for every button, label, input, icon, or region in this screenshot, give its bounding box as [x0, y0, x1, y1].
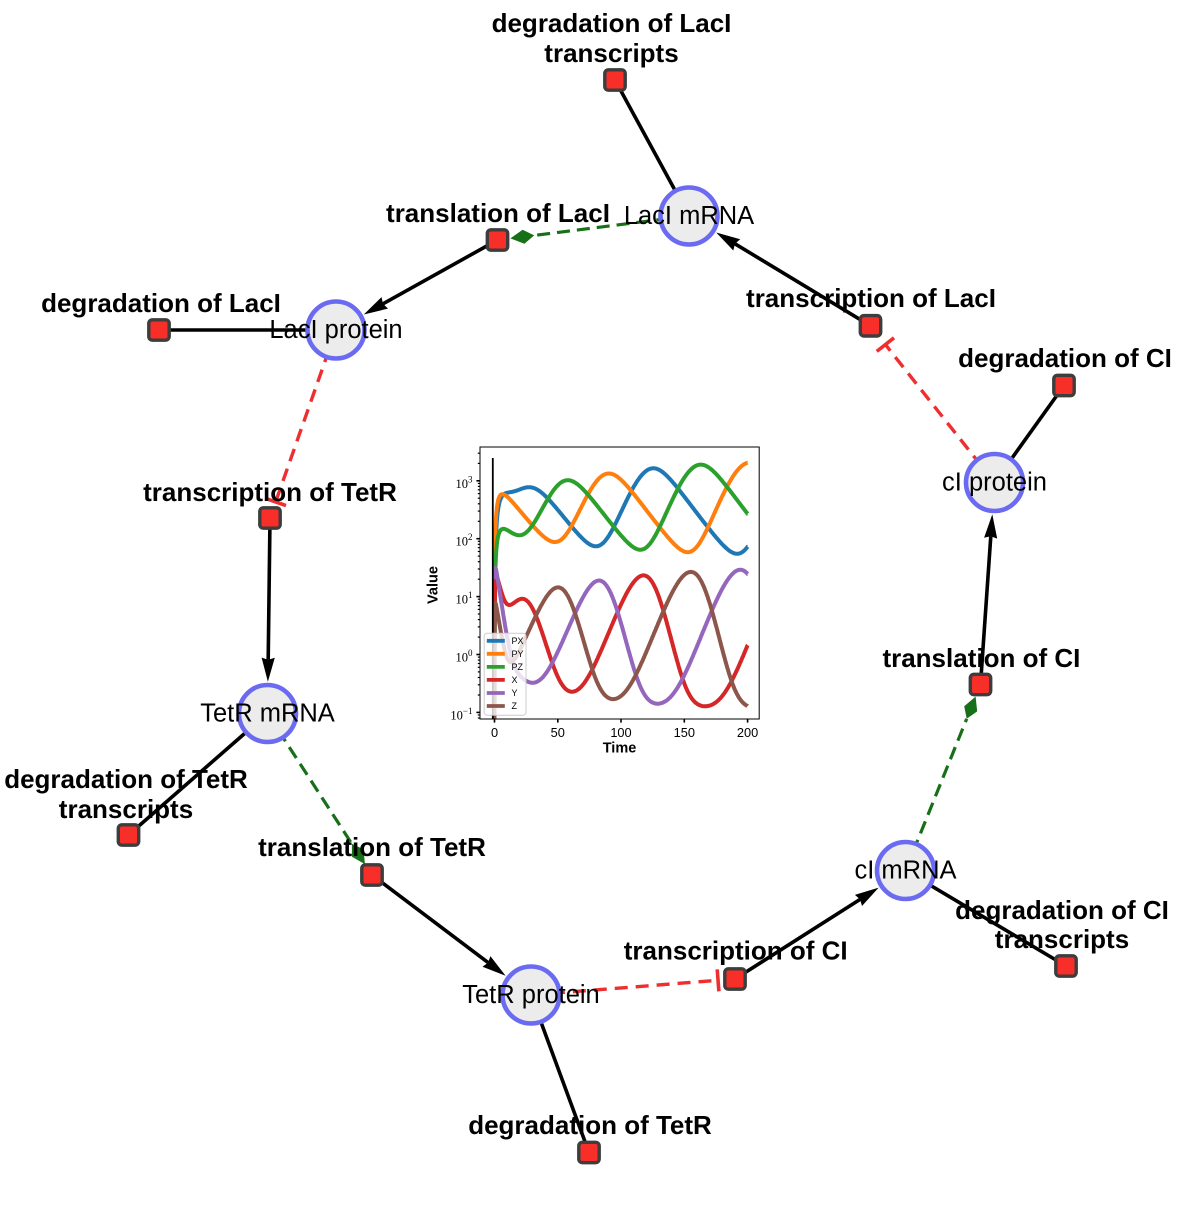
svg-text:transcription of TetR: transcription of TetR — [143, 477, 397, 507]
svg-text:degradation of LacI: degradation of LacI — [41, 288, 281, 318]
svg-text:100: 100 — [610, 725, 631, 740]
svg-text:degradation of TetR: degradation of TetR — [468, 1110, 712, 1140]
svg-text:degradation of CI: degradation of CI — [958, 343, 1172, 373]
svg-text:degradation of LacI: degradation of LacI — [492, 8, 732, 38]
svg-text:102: 102 — [456, 532, 473, 549]
svg-text:TetR mRNA: TetR mRNA — [200, 700, 335, 728]
svg-text:101: 101 — [456, 590, 473, 607]
svg-text:103: 103 — [456, 474, 474, 491]
svg-text:degradation of TetR: degradation of TetR — [4, 764, 248, 794]
svg-text:translation of TetR: translation of TetR — [258, 832, 486, 862]
svg-text:transcripts: transcripts — [995, 924, 1129, 954]
svg-text:cI protein: cI protein — [942, 469, 1047, 497]
svg-text:transcripts: transcripts — [59, 794, 193, 824]
svg-text:PX: PX — [512, 636, 524, 646]
svg-text:TetR protein: TetR protein — [462, 981, 600, 1009]
svg-text:PZ: PZ — [512, 662, 524, 672]
svg-text:50: 50 — [551, 725, 565, 740]
svg-text:transcripts: transcripts — [544, 38, 678, 68]
svg-text:degradation of CI: degradation of CI — [955, 895, 1169, 925]
svg-text:transcription of CI: transcription of CI — [624, 936, 848, 966]
svg-text:200: 200 — [737, 725, 758, 740]
svg-text:translation of LacI: translation of LacI — [386, 198, 610, 228]
svg-text:100: 100 — [456, 648, 474, 665]
svg-text:150: 150 — [674, 725, 695, 740]
svg-text:Z: Z — [512, 701, 518, 711]
svg-text:Value: Value — [426, 566, 442, 604]
svg-text:transcription of LacI: transcription of LacI — [746, 283, 996, 313]
svg-text:PY: PY — [512, 649, 524, 659]
svg-text:LacI protein: LacI protein — [269, 316, 402, 344]
svg-text:0: 0 — [491, 725, 498, 740]
svg-text:Time: Time — [603, 741, 637, 757]
svg-text:translation of CI: translation of CI — [882, 643, 1080, 673]
svg-text:LacI mRNA: LacI mRNA — [624, 202, 754, 230]
svg-text:X: X — [512, 675, 518, 685]
svg-text:cI mRNA: cI mRNA — [855, 857, 957, 885]
svg-text:Y: Y — [512, 688, 518, 698]
svg-text:10−1: 10−1 — [450, 706, 472, 723]
